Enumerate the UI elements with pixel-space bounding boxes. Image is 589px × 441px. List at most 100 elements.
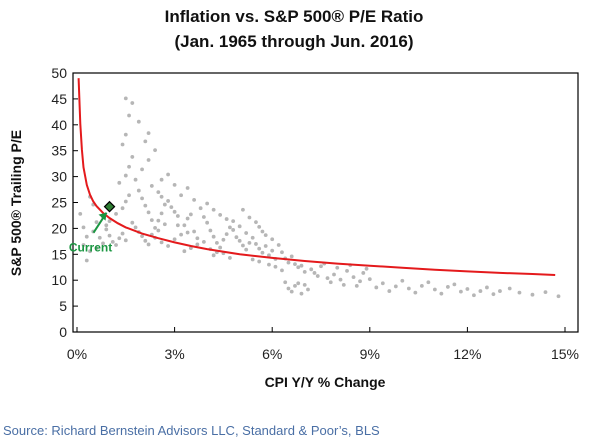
data-point: [507, 286, 512, 291]
data-point: [182, 249, 187, 254]
source-note: Source: Richard Bernstein Advisors LLC, …: [3, 423, 380, 438]
data-point: [205, 201, 210, 206]
data-point: [211, 234, 216, 239]
data-point: [280, 250, 284, 255]
data-point: [241, 243, 245, 248]
data-point: [351, 275, 356, 279]
x-tick-label: 12%: [453, 346, 481, 362]
data-point: [247, 215, 252, 220]
data-point: [224, 217, 229, 221]
data-point: [81, 225, 86, 230]
data-point: [234, 235, 239, 240]
data-point: [156, 190, 161, 195]
data-point: [556, 294, 561, 299]
data-point: [325, 276, 330, 281]
data-point: [517, 290, 522, 295]
current-arrow-head: [98, 212, 107, 221]
data-point: [485, 285, 489, 290]
data-point: [335, 265, 340, 270]
data-point: [224, 232, 229, 236]
data-point: [312, 271, 317, 275]
current-label: Current: [69, 241, 112, 255]
data-point: [153, 225, 157, 230]
data-point: [188, 212, 193, 217]
data-point: [156, 228, 161, 233]
data-point: [140, 234, 144, 239]
data-point: [231, 228, 236, 232]
data-point: [153, 148, 157, 153]
data-point: [143, 139, 148, 144]
x-axis: 0% 3% 6% 9% 12% 15%: [67, 327, 579, 362]
data-point: [465, 287, 470, 291]
data-point: [358, 279, 362, 284]
data-point: [302, 270, 307, 274]
data-point: [198, 206, 203, 211]
data-point: [328, 280, 333, 285]
data-point: [120, 231, 125, 236]
data-point: [130, 101, 135, 105]
data-point: [280, 268, 284, 273]
data-point: [250, 235, 255, 240]
data-point: [257, 246, 262, 251]
data-point: [299, 291, 304, 296]
scatter-points: [78, 96, 561, 299]
data-point: [172, 182, 177, 187]
data-point: [241, 207, 245, 212]
data-point: [289, 254, 294, 259]
data-point: [364, 266, 369, 271]
y-tick-label: 5: [59, 298, 67, 314]
data-point: [367, 277, 372, 282]
data-point: [143, 203, 148, 208]
data-point: [166, 244, 170, 248]
data-point: [211, 253, 216, 258]
data-point: [120, 206, 125, 211]
data-point: [81, 243, 86, 247]
data-point: [263, 244, 268, 248]
current-marker: [103, 200, 116, 213]
data-point: [172, 237, 177, 242]
data-point: [107, 219, 112, 224]
data-point: [254, 242, 258, 246]
data-point: [140, 196, 144, 201]
x-axis-label: CPI Y/Y % Change: [265, 374, 386, 390]
y-axis-label: S&P 500® Trailing P/E: [8, 130, 24, 276]
data-point: [208, 228, 213, 233]
data-point: [166, 199, 170, 203]
data-point: [387, 289, 392, 293]
y-tick-label: 30: [51, 169, 67, 185]
current-highlight: Current: [69, 200, 116, 255]
data-point: [306, 287, 310, 292]
x-tick-label: 15%: [551, 346, 579, 362]
data-point: [104, 223, 109, 228]
data-point: [237, 224, 242, 229]
fit-curve: [77, 78, 556, 276]
x-tick-label: 0%: [67, 346, 87, 362]
data-point: [293, 283, 297, 288]
data-point: [101, 241, 105, 246]
y-tick-label: 50: [51, 65, 67, 81]
chart-subtitle: (Jan. 1965 through Jun. 2016): [174, 32, 413, 51]
data-point: [114, 211, 118, 216]
data-point: [159, 240, 164, 245]
data-point: [123, 199, 128, 204]
data-point: [257, 259, 262, 264]
data-point: [530, 292, 535, 297]
data-point: [117, 180, 122, 185]
data-point: [218, 245, 223, 250]
data-point: [244, 231, 249, 235]
data-point: [123, 132, 128, 137]
data-point: [250, 257, 255, 262]
data-point: [237, 238, 242, 243]
data-point: [104, 227, 109, 232]
y-tick-label: 0: [59, 324, 67, 340]
data-point: [228, 225, 232, 230]
data-point: [296, 281, 301, 286]
data-point: [244, 247, 249, 252]
data-point: [432, 287, 437, 292]
data-point: [201, 239, 206, 244]
x-tick-label: 3%: [164, 346, 184, 362]
data-point: [426, 280, 431, 285]
y-tick-label: 40: [51, 117, 67, 133]
data-point: [283, 280, 288, 285]
data-point: [88, 249, 92, 254]
